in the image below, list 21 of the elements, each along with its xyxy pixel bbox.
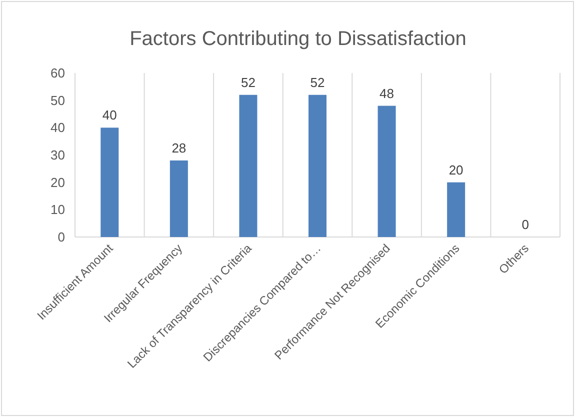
y-tick-label: 40 bbox=[50, 120, 65, 136]
y-tick-label: 50 bbox=[50, 92, 65, 108]
bar bbox=[378, 106, 396, 237]
chart-title: Factors Contributing to Dissatisfaction bbox=[130, 28, 466, 50]
bar bbox=[239, 94, 258, 237]
y-tick-label: 60 bbox=[50, 66, 65, 81]
y-tick-label: 0 bbox=[58, 230, 65, 245]
y-tick-label: 20 bbox=[50, 174, 65, 190]
y-tick-label: 10 bbox=[50, 202, 65, 218]
data-label: 40 bbox=[102, 108, 117, 123]
bar bbox=[100, 128, 119, 237]
data-label: 52 bbox=[310, 74, 325, 90]
data-label: 48 bbox=[380, 86, 394, 101]
data-label: 52 bbox=[240, 74, 256, 90]
data-label: 20 bbox=[448, 162, 464, 178]
bar bbox=[308, 94, 326, 237]
bar bbox=[447, 182, 466, 237]
y-tick-label: 30 bbox=[50, 148, 65, 163]
bar bbox=[170, 160, 188, 237]
data-label: 0 bbox=[522, 217, 529, 232]
data-label: 28 bbox=[172, 140, 186, 156]
